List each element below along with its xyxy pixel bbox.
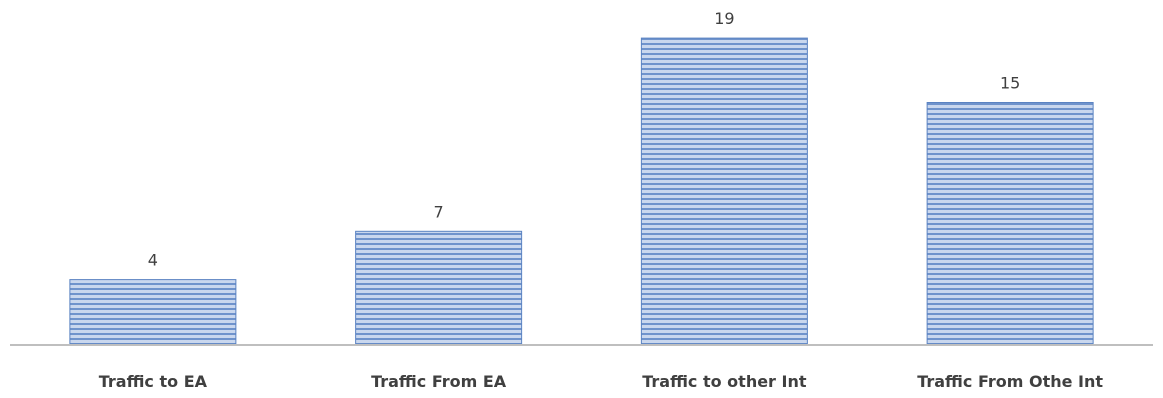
x-tick-label-4: Traffic From Othe Int [917, 372, 1103, 391]
data-label-3: 19 [714, 9, 734, 28]
x-tick-labels: Traffic to EA Traffic From EA Traffic to o… [99, 372, 1104, 391]
bars [69, 37, 1094, 345]
x-tick-label-3: Traffic to other Int [642, 372, 807, 391]
data-labels: 4 7 19 15 [148, 9, 1021, 270]
bar-1 [69, 279, 237, 345]
bar-2 [355, 230, 523, 345]
bar-3 [640, 37, 808, 345]
data-label-2: 7 [434, 202, 444, 221]
data-label-4: 15 [1000, 74, 1020, 93]
bar-4 [926, 102, 1094, 345]
data-label-1: 4 [148, 251, 158, 270]
x-tick-label-1: Traffic to EA [99, 372, 208, 391]
x-tick-label-2: Traffic From EA [371, 372, 507, 391]
